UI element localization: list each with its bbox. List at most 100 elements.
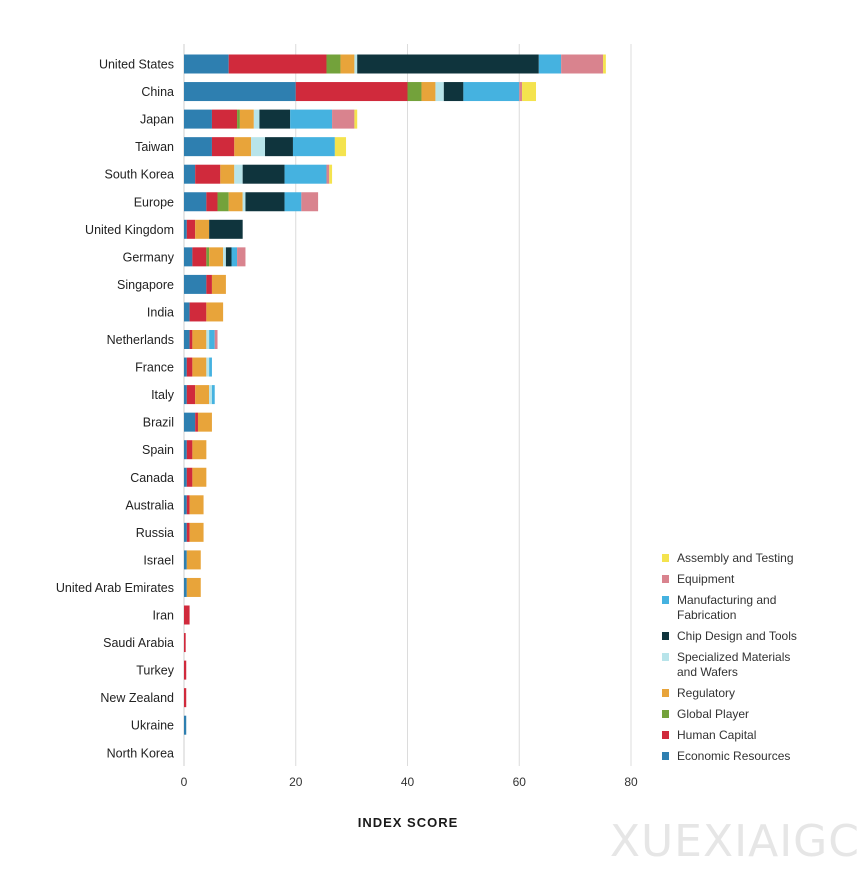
bar-segment-chip-design-and-tools bbox=[259, 109, 291, 129]
bar-segment-economic-resources bbox=[184, 495, 187, 515]
legend: Assembly and Testing Equipment Manufacturi… bbox=[662, 551, 797, 763]
bar-segment-human-capital bbox=[211, 137, 235, 157]
x-tick-label: 40 bbox=[401, 775, 415, 789]
legend-swatch bbox=[662, 752, 669, 760]
legend-label: Manufacturing and bbox=[677, 593, 776, 607]
bar-segment-regulatory bbox=[421, 82, 436, 102]
bar-segment-regulatory bbox=[206, 302, 224, 322]
category-label: Australia bbox=[125, 498, 174, 512]
bar-segment-assembly-and-testing bbox=[354, 109, 358, 129]
legend-label: Human Capital bbox=[677, 728, 756, 742]
bar-segment-economic-resources bbox=[184, 247, 193, 267]
legend-swatch bbox=[662, 689, 669, 697]
legend-swatch bbox=[662, 596, 669, 604]
bar-segment-regulatory bbox=[192, 357, 207, 377]
bar-segment-economic-resources bbox=[184, 550, 187, 570]
bar-segment-regulatory bbox=[192, 467, 207, 487]
bar-segment-economic-resources bbox=[184, 412, 196, 432]
x-tick-label: 80 bbox=[624, 775, 638, 789]
bar-segment-economic-resources bbox=[184, 109, 212, 129]
bar-segment-economic-resources bbox=[184, 357, 187, 377]
bar-segment-human-capital bbox=[184, 605, 190, 625]
category-label: Europe bbox=[134, 195, 174, 209]
bar-segment-chip-design-and-tools bbox=[209, 219, 243, 239]
bar-segment-economic-resources bbox=[184, 330, 190, 349]
category-label: Iran bbox=[152, 609, 174, 623]
bar-segment-global-player bbox=[217, 192, 229, 212]
bar-segment-specialized-materials-and-wafers bbox=[435, 82, 444, 102]
bar-segment-chip-design-and-tools bbox=[225, 247, 232, 267]
bar-segment-human-capital bbox=[184, 633, 186, 653]
category-label: Italy bbox=[151, 388, 175, 402]
bar-segment-human-capital bbox=[195, 164, 221, 184]
bar-segment-economic-resources bbox=[184, 192, 207, 212]
category-label: Ukraine bbox=[131, 719, 174, 733]
bar-segment-regulatory bbox=[186, 550, 201, 570]
bar-segment-regulatory bbox=[211, 274, 226, 294]
bar-segment-regulatory bbox=[189, 495, 204, 515]
bar-segment-human-capital bbox=[186, 495, 190, 515]
bar-segment-economic-resources bbox=[184, 137, 212, 157]
bar-segment-regulatory bbox=[186, 577, 201, 597]
bar-segment-human-capital bbox=[186, 440, 193, 460]
legend-label: Chip Design and Tools bbox=[677, 629, 797, 643]
bar-segment-human-capital bbox=[184, 688, 187, 708]
legend-label: Equipment bbox=[677, 572, 735, 586]
bar-segment-assembly-and-testing bbox=[334, 137, 347, 157]
bar-segment-manufacturing-and-fabrication bbox=[292, 137, 335, 157]
bar-segment-equipment bbox=[326, 164, 330, 184]
bar-segment-assembly-and-testing bbox=[522, 82, 537, 102]
legend-label: Global Player bbox=[677, 707, 749, 721]
legend-swatch bbox=[662, 632, 669, 640]
bar-segment-regulatory bbox=[195, 385, 210, 405]
category-label: Spain bbox=[142, 443, 174, 457]
bar-segment-human-capital bbox=[186, 385, 196, 405]
bar-segment-economic-resources bbox=[184, 522, 187, 542]
bar-segment-chip-design-and-tools bbox=[357, 54, 539, 74]
bar-segment-specialized-materials-and-wafers bbox=[242, 192, 246, 212]
legend-label: Assembly and Testing bbox=[677, 551, 794, 565]
bar-segment-global-player bbox=[237, 109, 240, 129]
bar-segment-human-capital bbox=[186, 522, 190, 542]
x-axis-title: INDEX SCORE bbox=[358, 815, 459, 830]
category-label: Singapore bbox=[117, 278, 174, 292]
bar-segment-specialized-materials-and-wafers bbox=[223, 247, 226, 267]
bar-segment-equipment bbox=[519, 82, 523, 102]
bars bbox=[184, 54, 606, 735]
bar-segment-equipment bbox=[237, 247, 246, 267]
bar-segment-manufacturing-and-fabrication bbox=[538, 54, 562, 74]
bar-segment-regulatory bbox=[220, 164, 235, 184]
bar-segment-specialized-materials-and-wafers bbox=[354, 54, 358, 74]
legend-label: Fabrication bbox=[677, 608, 736, 622]
legend-swatch bbox=[662, 731, 669, 739]
x-tick-label: 60 bbox=[513, 775, 527, 789]
watermark: XUEXIAIGC bbox=[609, 816, 860, 867]
legend-label: and Wafers bbox=[677, 665, 738, 679]
bar-segment-economic-resources bbox=[184, 219, 187, 239]
x-tick-labels: 0 20 40 60 80 bbox=[181, 775, 638, 789]
bar-segment-human-capital bbox=[189, 302, 207, 322]
legend-swatch bbox=[662, 710, 669, 718]
bar-segment-chip-design-and-tools bbox=[443, 82, 464, 102]
legend-label: Specialized Materials bbox=[677, 650, 790, 664]
bar-segment-human-capital bbox=[195, 412, 198, 432]
bar-segment-regulatory bbox=[228, 192, 243, 212]
bar-segment-specialized-materials-and-wafers bbox=[234, 164, 243, 184]
legend-label: Regulatory bbox=[677, 686, 735, 700]
category-label: China bbox=[141, 85, 174, 99]
legend-label: Economic Resources bbox=[677, 749, 790, 763]
category-label: United Kingdom bbox=[85, 223, 174, 237]
bar-segment-global-player bbox=[206, 247, 210, 267]
legend-swatch bbox=[662, 653, 669, 661]
gridlines bbox=[183, 44, 632, 766]
x-tick-label: 20 bbox=[289, 775, 303, 789]
bar-segment-human-capital bbox=[211, 109, 238, 129]
category-labels: United States China Japan Taiwan South Korea… bbox=[56, 58, 175, 761]
bar-segment-manufacturing-and-fabrication bbox=[290, 109, 333, 129]
bar-segment-regulatory bbox=[234, 137, 252, 157]
category-label: Netherlands bbox=[107, 333, 174, 347]
category-label: United Arab Emirates bbox=[56, 581, 174, 595]
category-label: Saudi Arabia bbox=[103, 636, 174, 650]
bar-segment-regulatory bbox=[189, 522, 204, 542]
